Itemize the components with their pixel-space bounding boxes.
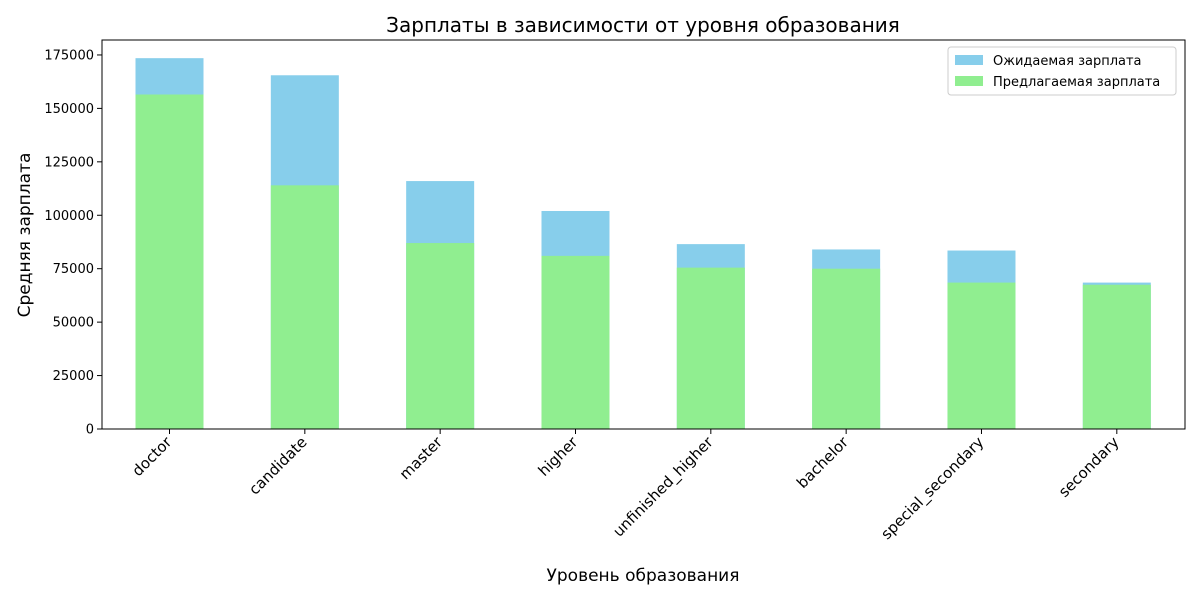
y-tick-label: 100000 [44,209,94,224]
bars-group [135,58,1151,430]
y-axis-label: Средняя зарплата [15,153,35,318]
plot-frame [101,39,1186,430]
y-tick-label: 150000 [44,102,94,117]
legend: Ожидаемая зарплата Предлагаемая зарплата [947,46,1177,96]
x-tick-label-bachelor: bachelor [793,433,852,492]
x-tick-label-special_secondary: special_secondary [877,433,988,544]
bar-offered-secondary [1082,284,1151,429]
y-axis: 0 25000 50000 75000 100000 125000 150000 175000 [44,48,102,438]
x-tick-label-candidate: candidate [245,433,310,498]
x-axis-label: Уровень образования [547,566,740,586]
x-tick-label-higher: higher [535,433,582,480]
bar-offered-unfinished_higher [676,267,745,429]
y-tick-label: 25000 [53,369,94,384]
x-tick-label-secondary: secondary [1055,433,1123,501]
bar-offered-master [406,243,475,429]
x-tick-label-doctor: doctor [129,433,176,480]
y-tick-label: 175000 [44,48,94,63]
legend-label: Предлагаемая зарплата [993,75,1160,90]
y-tick-label: 75000 [53,262,94,277]
legend-swatch [955,76,983,86]
bar-offered-higher [541,255,610,429]
bar-offered-candidate [270,185,339,429]
bar-offered-bachelor [812,268,881,429]
chart-title: Зарплаты в зависимости от уровня образов… [386,13,900,37]
y-tick-label: 125000 [44,155,94,170]
x-axis: doctor candidate master higher unfinished_hi… [129,429,1123,544]
y-tick-label: 0 [86,423,94,438]
x-tick-label-master: master [396,433,447,484]
x-tick-label-unfinished_higher: unfinished_higher [609,433,718,542]
y-tick-label: 50000 [53,316,94,331]
bar-offered-doctor [135,94,204,429]
bar-offered-special_secondary [947,282,1016,429]
legend-box [947,46,1177,96]
legend-label: Ожидаемая зарплата [993,54,1142,69]
legend-swatch [955,55,983,65]
